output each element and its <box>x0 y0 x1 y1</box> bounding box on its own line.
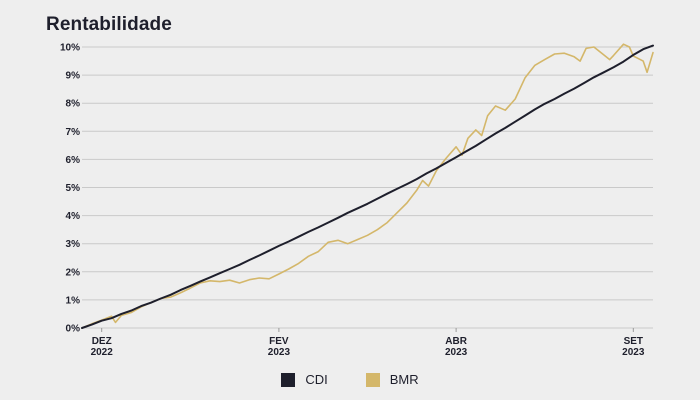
x-tick-year-0: 2022 <box>91 347 114 358</box>
y-tick-label-10: 10% <box>60 43 80 54</box>
x-tick-year-1: 2023 <box>268 347 291 358</box>
grid-lines <box>82 46 653 329</box>
y-tick-label-9: 9% <box>66 71 81 82</box>
y-tick-label-8: 8% <box>66 99 81 110</box>
series-lines <box>81 43 654 329</box>
y-tick-label-5: 5% <box>66 183 81 194</box>
x-tick-year-3: 2023 <box>622 347 645 358</box>
legend-swatch-cdi <box>281 372 296 387</box>
legend-item-bmr[interactable]: BMR <box>365 372 419 387</box>
legend-item-cdi[interactable]: CDI <box>281 372 328 387</box>
y-tick-label-2: 2% <box>66 267 81 278</box>
y-tick-label-4: 4% <box>66 211 81 222</box>
legend-swatch-bmr <box>365 372 380 387</box>
y-axis-ticks: 0% 1% 2% 3% 4% 5% 6% 7% 8% 9% 10% <box>60 43 80 335</box>
y-tick-label-6: 6% <box>66 155 81 166</box>
x-tick-month-1: FEV <box>269 336 289 347</box>
y-tick-label-1: 1% <box>66 295 81 306</box>
y-tick-label-7: 7% <box>66 127 81 138</box>
x-tick-month-3: SET <box>624 336 643 347</box>
series-line-bmr <box>81 43 654 329</box>
legend-label-cdi: CDI <box>305 372 328 387</box>
series-line-cdi <box>81 44 654 329</box>
legend-label-bmr: BMR <box>389 372 419 387</box>
y-tick-label-3: 3% <box>66 239 81 250</box>
x-tick-year-2: 2023 <box>445 347 468 358</box>
x-tick-month-0: DEZ <box>92 336 112 347</box>
y-tick-label-0: 0% <box>66 324 81 335</box>
x-tick-month-2: ABR <box>445 336 467 347</box>
legend: CDI BMR <box>0 372 700 387</box>
chart-title: Rentabilidade <box>46 14 172 35</box>
